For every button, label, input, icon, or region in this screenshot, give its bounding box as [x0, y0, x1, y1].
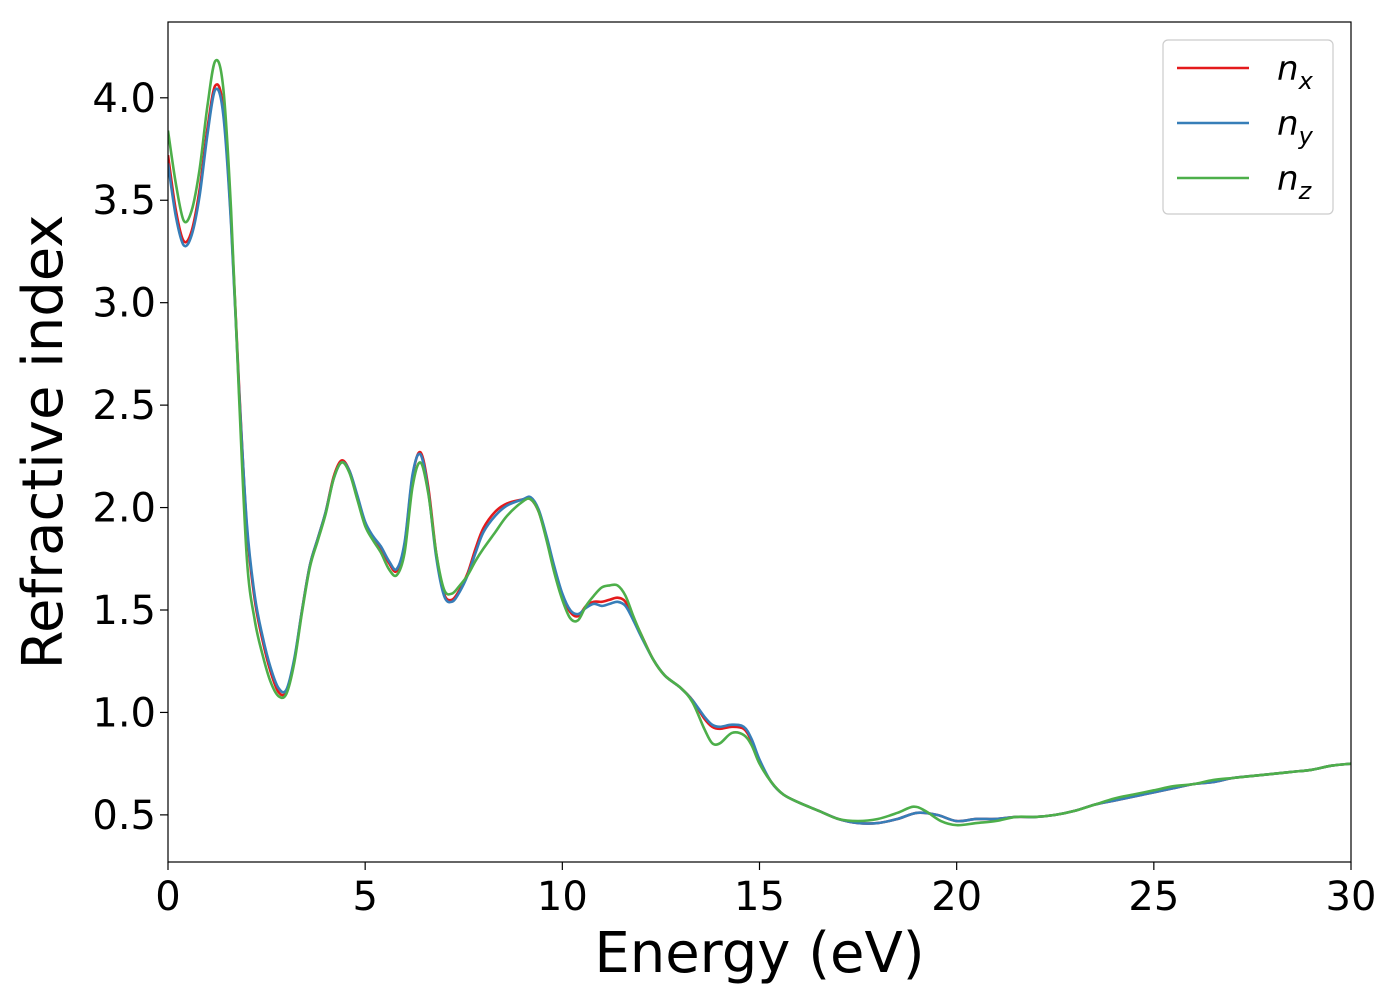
x-tick-label: 5: [352, 874, 377, 920]
legend-box: [1162, 39, 1334, 215]
y-tick-label: 2.0: [92, 486, 156, 532]
x-tick-label: 0: [155, 874, 180, 920]
y-tick-label: 4.0: [92, 76, 156, 122]
y-axis-ticks: 0.5 1.0 1.5 2.0 2.5 3.0 3.5 4.0: [92, 76, 168, 839]
y-tick-label: 2.5: [92, 383, 156, 429]
legend-label-nx: nx: [1277, 49, 1314, 95]
series-line-nz: [168, 58, 1351, 827]
y-tick-label: 3.5: [92, 178, 156, 224]
x-tick-label: 10: [537, 874, 588, 920]
y-tick-label: 0.5: [92, 793, 156, 839]
x-tick-label: 20: [931, 874, 982, 920]
x-axis-ticks: 0 5 10 15 20 25 30: [155, 862, 1376, 920]
x-axis-label: Energy (eV): [594, 921, 924, 986]
x-tick-label: 25: [1128, 874, 1179, 920]
y-tick-label: 1.0: [92, 690, 156, 736]
y-axis-label: Refractive index: [11, 215, 76, 670]
legend-label-ny: ny: [1277, 104, 1314, 150]
y-tick-label: 1.5: [92, 588, 156, 634]
y-tick-label: 3.0: [92, 281, 156, 327]
x-tick-label: 30: [1326, 874, 1377, 920]
legend: nx ny nz: [1162, 39, 1334, 215]
series-layer: [168, 58, 1351, 827]
x-tick-label: 15: [734, 874, 785, 920]
legend-label-nz: nz: [1277, 159, 1313, 205]
